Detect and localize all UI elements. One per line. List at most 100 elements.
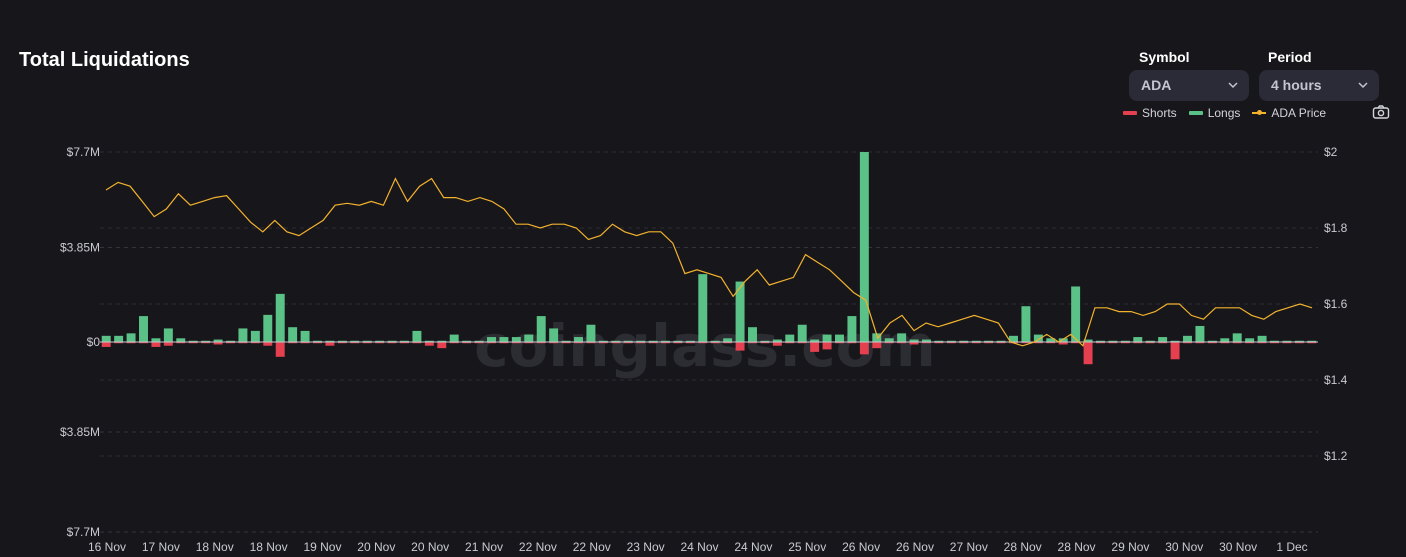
long-bar	[275, 293, 285, 342]
short-bar	[499, 342, 509, 344]
long-bar	[1133, 337, 1143, 342]
long-bar	[1294, 340, 1304, 342]
long-bar	[511, 337, 521, 342]
symbol-select-value: ADA	[1141, 77, 1172, 93]
short-bar	[785, 342, 795, 344]
long-bar	[648, 340, 658, 342]
long-bar	[536, 316, 546, 342]
long-bar	[1046, 338, 1056, 342]
y-left-tick-label: $3.85M	[60, 425, 100, 439]
y-right-tick-label: $1.8	[1324, 221, 1348, 235]
long-bar	[698, 274, 708, 342]
short-bar	[598, 342, 608, 344]
short-bar	[810, 342, 820, 352]
x-tick-label: 28 Nov	[1004, 540, 1042, 554]
legend-item-longs[interactable]: Longs	[1188, 106, 1240, 120]
short-bar	[859, 342, 869, 355]
short-bar	[1307, 342, 1317, 344]
long-bar	[400, 340, 409, 342]
long-bar	[723, 338, 733, 342]
longs-swatch	[1188, 111, 1203, 115]
long-bar	[1071, 286, 1081, 342]
short-bar	[213, 342, 223, 345]
short-bar	[238, 342, 248, 344]
long-bar	[1170, 340, 1180, 342]
long-bar	[1245, 338, 1255, 342]
short-bar	[897, 342, 907, 344]
symbol-label: Symbol	[1139, 49, 1190, 65]
long-bar	[1009, 335, 1018, 342]
long-bar	[984, 340, 994, 342]
short-bar	[673, 342, 683, 344]
short-bar	[1108, 342, 1118, 344]
short-bar	[586, 342, 596, 344]
short-bar	[611, 342, 621, 344]
long-bar	[1058, 338, 1068, 342]
short-bar	[1207, 342, 1217, 344]
long-bar	[188, 340, 198, 342]
short-bar	[698, 342, 708, 344]
long-bar	[325, 340, 335, 342]
x-tick-label: 24 Nov	[680, 540, 718, 554]
camera-icon[interactable]	[1372, 104, 1390, 120]
short-bar	[636, 342, 646, 344]
long-bar	[1033, 334, 1043, 342]
long-bar	[449, 334, 459, 342]
x-tick-label: 20 Nov	[411, 540, 449, 554]
x-tick-label: 20 Nov	[357, 540, 395, 554]
bars-group	[101, 152, 1317, 365]
y-left-tick-label: $7.7M	[67, 145, 100, 159]
long-bar	[1158, 337, 1168, 342]
short-bar	[163, 342, 173, 346]
long-bar	[661, 340, 670, 342]
long-bar	[810, 339, 820, 342]
price-line-group	[105, 177, 1313, 347]
short-bar	[748, 342, 757, 344]
short-bar	[909, 342, 919, 345]
long-bar	[362, 340, 372, 342]
long-bar	[151, 338, 161, 342]
period-select[interactable]: 4 hours	[1259, 70, 1379, 101]
short-bar	[1133, 342, 1143, 344]
short-bar	[263, 342, 273, 346]
short-bar	[350, 342, 360, 344]
short-bar	[524, 342, 534, 344]
long-bar	[1096, 340, 1105, 342]
long-bar	[859, 152, 869, 342]
legend-label-shorts: Shorts	[1142, 106, 1177, 120]
long-bar	[847, 316, 857, 342]
long-bar	[1220, 338, 1230, 342]
short-bar	[449, 342, 459, 344]
shorts-swatch	[1123, 111, 1137, 115]
long-bar	[1270, 340, 1279, 342]
x-tick-label: 16 Nov	[88, 540, 126, 554]
short-bar	[661, 342, 670, 344]
long-bar	[375, 340, 385, 342]
long-bar	[946, 340, 956, 342]
long-bar	[797, 324, 807, 342]
legend-item-price[interactable]: ADA Price	[1252, 106, 1326, 120]
short-bar	[1083, 342, 1093, 365]
short-bar	[362, 342, 372, 344]
long-bar	[785, 334, 795, 342]
short-bar	[188, 342, 198, 344]
short-bar	[313, 342, 322, 344]
long-bar	[163, 328, 173, 342]
long-bar	[139, 316, 148, 342]
long-bar	[462, 340, 472, 342]
long-bar	[735, 281, 745, 342]
y-right-tick-label: $1.2	[1324, 449, 1348, 463]
short-bar	[288, 342, 298, 344]
legend-item-shorts[interactable]: Shorts	[1123, 106, 1177, 120]
long-bar	[872, 333, 882, 342]
short-bar	[1183, 342, 1192, 344]
long-bar	[598, 340, 608, 342]
long-bar	[1021, 306, 1031, 342]
long-bar	[337, 340, 347, 342]
long-bar	[685, 340, 695, 342]
symbol-select[interactable]: ADA	[1129, 70, 1249, 101]
long-bar	[710, 340, 720, 342]
short-bar	[934, 342, 944, 344]
legend-label-price: ADA Price	[1271, 106, 1327, 120]
long-bar	[549, 328, 559, 342]
